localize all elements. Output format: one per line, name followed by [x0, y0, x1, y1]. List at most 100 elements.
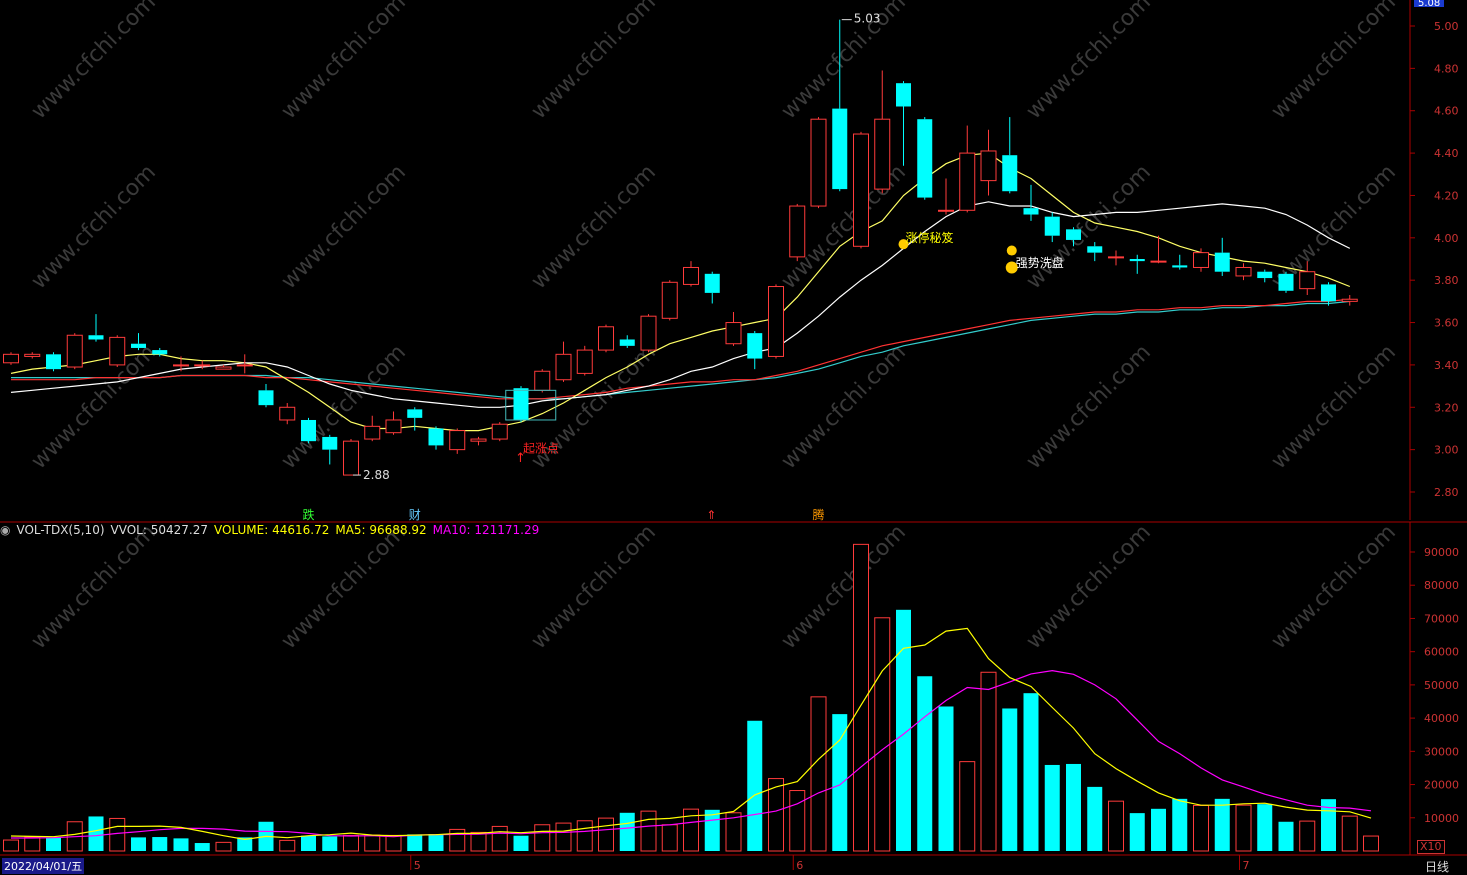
volume-bar-up[interactable]: [343, 834, 359, 852]
candle[interactable]: [640, 314, 657, 353]
candle[interactable]: [725, 311, 742, 346]
volume-bar-up[interactable]: [598, 817, 614, 852]
volume-bar-down[interactable]: [237, 837, 253, 851]
volume-bar-down[interactable]: [1278, 821, 1294, 851]
volume-bar-up[interactable]: [24, 836, 41, 852]
candle[interactable]: [215, 364, 232, 370]
volume-bar-down[interactable]: [1087, 786, 1103, 851]
candle[interactable]: [194, 360, 211, 370]
candle[interactable]: [428, 426, 444, 450]
candle[interactable]: [152, 347, 168, 357]
volume-bar-up[interactable]: [980, 671, 997, 852]
candle[interactable]: [810, 117, 827, 209]
volume-bar-up[interactable]: [449, 828, 466, 852]
volume-bar-up[interactable]: [1299, 820, 1316, 852]
candle[interactable]: [1299, 261, 1316, 296]
candle[interactable]: [24, 352, 41, 359]
candle[interactable]: [66, 333, 83, 370]
volume-bar-up[interactable]: [1193, 804, 1209, 852]
candle[interactable]: [896, 81, 911, 166]
candle[interactable]: [704, 271, 720, 304]
candle[interactable]: [789, 203, 806, 262]
volume-bar-up[interactable]: [555, 822, 572, 852]
candle[interactable]: [1150, 235, 1167, 264]
candle[interactable]: [1257, 269, 1273, 283]
volume-bar-down[interactable]: [747, 720, 763, 851]
period-label[interactable]: 日线: [1425, 860, 1450, 874]
volume-bar-down[interactable]: [938, 706, 954, 851]
volume-bar-down[interactable]: [88, 816, 104, 851]
volume-bar-up[interactable]: [1341, 815, 1358, 852]
volume-bar-down[interactable]: [152, 837, 168, 851]
candle[interactable]: [364, 415, 381, 442]
candle[interactable]: [917, 117, 933, 200]
candle[interactable]: [1023, 184, 1039, 221]
indicator-name[interactable]: VOL-TDX(5,10): [16, 523, 105, 537]
volume-bar-down[interactable]: [428, 834, 444, 851]
candle[interactable]: [1214, 237, 1230, 276]
event-marker[interactable]: 财: [409, 508, 421, 522]
candle[interactable]: [1341, 295, 1358, 306]
candle[interactable]: [385, 411, 402, 435]
candle[interactable]: [874, 70, 891, 194]
event-marker[interactable]: 腾: [813, 507, 825, 522]
candle[interactable]: [768, 284, 784, 359]
volume-bar-down[interactable]: [407, 834, 423, 851]
volume-bar-down[interactable]: [1172, 798, 1188, 851]
volume-bar-down[interactable]: [131, 837, 146, 851]
volume-bar-up[interactable]: [874, 617, 891, 852]
volume-bar-down[interactable]: [1151, 808, 1166, 851]
volume-bar-down[interactable]: [1214, 798, 1230, 851]
volume-bar-down[interactable]: [1321, 799, 1336, 851]
candle[interactable]: [747, 331, 763, 370]
candle[interactable]: [1193, 248, 1209, 272]
volume-bar-down[interactable]: [1002, 708, 1018, 851]
candle[interactable]: [109, 335, 126, 368]
volume-bar-up[interactable]: [534, 824, 551, 852]
candle[interactable]: [1235, 263, 1252, 281]
volume-bar-down[interactable]: [619, 812, 635, 851]
volume-bar-up[interactable]: [215, 841, 232, 852]
candle[interactable]: [173, 356, 189, 372]
volume-bar-up[interactable]: [683, 808, 699, 852]
candle[interactable]: [131, 333, 146, 351]
candle[interactable]: [1044, 212, 1060, 243]
candle[interactable]: [491, 422, 508, 442]
candle[interactable]: [1002, 117, 1018, 194]
volume-bar-up[interactable]: [470, 831, 487, 852]
volume-bar-down[interactable]: [1129, 813, 1145, 851]
volume-bar-up[interactable]: [768, 778, 784, 852]
volume-bar-up[interactable]: [640, 810, 657, 852]
volume-bar-down[interactable]: [1023, 693, 1039, 851]
volume-bar-down[interactable]: [917, 676, 933, 851]
volume-bar-up[interactable]: [1363, 835, 1379, 852]
volume-bar-down[interactable]: [1257, 804, 1273, 851]
volume-bar-up[interactable]: [3, 839, 19, 852]
volume-bar-up[interactable]: [853, 543, 869, 852]
candle[interactable]: [598, 324, 614, 353]
candle[interactable]: [1108, 250, 1124, 266]
candle[interactable]: [619, 335, 635, 348]
candle[interactable]: [322, 434, 338, 465]
volume-series[interactable]: [3, 543, 1379, 852]
candle[interactable]: [1087, 242, 1103, 262]
candle[interactable]: [832, 19, 848, 192]
volume-bar-up[interactable]: [576, 820, 593, 852]
candle[interactable]: [343, 439, 359, 476]
candle[interactable]: [46, 352, 61, 372]
volume-bar-down[interactable]: [896, 609, 911, 851]
volume-bar-up[interactable]: [959, 761, 976, 852]
volume-bar-up[interactable]: [491, 825, 508, 852]
candle[interactable]: [3, 352, 19, 365]
volume-bar-up[interactable]: [1235, 804, 1252, 852]
volume-bar-down[interactable]: [513, 835, 529, 851]
candle[interactable]: [683, 261, 699, 287]
candle[interactable]: [279, 403, 296, 425]
candle[interactable]: [449, 428, 466, 454]
candle[interactable]: [301, 417, 316, 444]
candle[interactable]: [555, 341, 572, 382]
candle[interactable]: [407, 407, 423, 431]
volume-bar-up[interactable]: [279, 839, 296, 852]
candle[interactable]: [88, 314, 104, 342]
